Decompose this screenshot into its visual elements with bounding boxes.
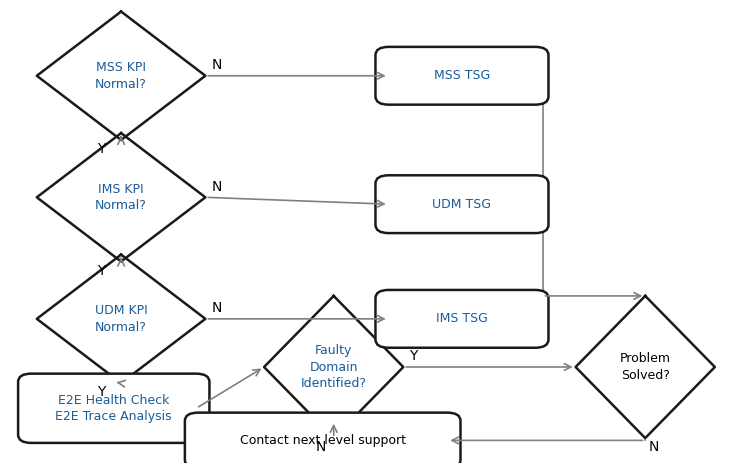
Text: IMS TSG: IMS TSG [436, 312, 488, 325]
Text: N: N [649, 440, 659, 454]
Text: Y: Y [409, 349, 417, 363]
Text: MSS TSG: MSS TSG [434, 69, 490, 82]
FancyBboxPatch shape [375, 47, 548, 105]
Polygon shape [37, 12, 206, 140]
FancyBboxPatch shape [185, 413, 461, 468]
Polygon shape [37, 255, 206, 383]
Text: Problem
Solved?: Problem Solved? [620, 352, 671, 382]
Text: IMS KPI
Normal?: IMS KPI Normal? [95, 183, 147, 212]
Text: UDM TSG: UDM TSG [432, 197, 491, 211]
Text: Y: Y [97, 385, 106, 399]
Text: N: N [316, 440, 326, 454]
FancyBboxPatch shape [18, 373, 209, 443]
Polygon shape [37, 133, 206, 262]
Text: MSS KPI
Normal?: MSS KPI Normal? [95, 61, 147, 90]
FancyBboxPatch shape [375, 176, 548, 233]
Text: Faulty
Domain
Identified?: Faulty Domain Identified? [301, 344, 367, 390]
Polygon shape [576, 296, 715, 438]
Text: N: N [211, 301, 221, 315]
Polygon shape [264, 296, 403, 438]
FancyBboxPatch shape [375, 290, 548, 348]
Text: Y: Y [97, 264, 106, 278]
Text: N: N [211, 180, 221, 194]
Text: N: N [211, 58, 221, 72]
Text: E2E Health Check
E2E Trace Analysis: E2E Health Check E2E Trace Analysis [55, 394, 172, 423]
Text: Y: Y [97, 142, 106, 156]
Text: Contact next level support: Contact next level support [239, 434, 405, 447]
Text: UDM KPI
Normal?: UDM KPI Normal? [95, 304, 147, 334]
